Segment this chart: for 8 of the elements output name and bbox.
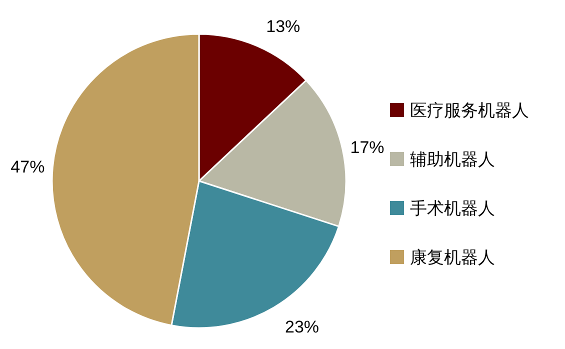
data-label: 13% xyxy=(266,16,300,36)
legend-label: 康复机器人 xyxy=(410,248,495,267)
data-label: 47% xyxy=(10,157,45,176)
legend-label: 医疗服务机器人 xyxy=(410,101,529,120)
data-label: 17% xyxy=(350,138,384,158)
legend-label: 手术机器人 xyxy=(410,199,495,218)
data-label: 23% xyxy=(285,317,320,336)
legend-label: 辅助机器人 xyxy=(410,150,495,169)
